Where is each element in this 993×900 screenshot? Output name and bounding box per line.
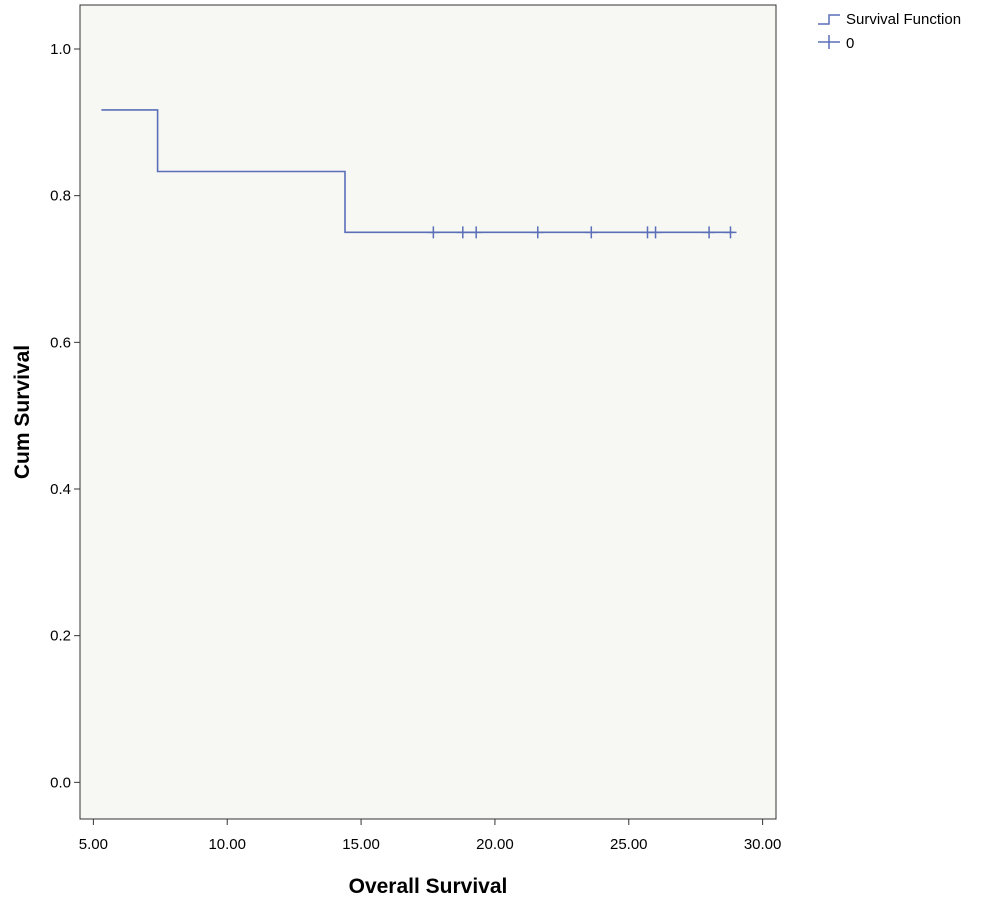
y-tick-label: 0.8	[50, 188, 71, 205]
y-tick-label: 0.0	[50, 774, 71, 791]
legend-plus-icon	[818, 35, 840, 49]
censor-mark	[649, 226, 662, 239]
series-layer	[101, 109, 734, 234]
legend-label-censored: 0	[846, 35, 854, 52]
censor-mark	[470, 226, 483, 239]
x-tick-label: 5.00	[79, 836, 108, 853]
x-axis: 5.00 10.00 15.00 20.00 25.00 30.00	[79, 819, 782, 853]
y-tick-label: 0.2	[50, 628, 71, 645]
censor-mark	[703, 226, 716, 239]
x-tick-label: 30.00	[744, 836, 782, 853]
censor-marks	[427, 226, 737, 239]
censor-mark	[427, 226, 440, 239]
censor-mark	[456, 226, 469, 239]
survival-step-line	[101, 109, 734, 234]
x-tick-label: 20.00	[476, 836, 514, 853]
y-axis: 0.0 0.2 0.4 0.6 0.8 1.0	[50, 41, 80, 791]
y-tick-label: 1.0	[50, 41, 71, 58]
x-tick-label: 15.00	[342, 836, 380, 853]
y-axis-title: Cum Survival	[11, 345, 34, 479]
legend: Survival Function 0	[818, 11, 961, 52]
legend-label-survival-function: Survival Function	[846, 11, 961, 28]
legend-item-censored: 0	[818, 35, 854, 52]
censor-mark	[724, 226, 737, 239]
x-tick-label: 25.00	[610, 836, 648, 853]
plot-area	[79, 4, 777, 820]
x-axis-title: Overall Survival	[349, 875, 508, 898]
x-tick-label: 10.00	[208, 836, 246, 853]
y-tick-label: 0.6	[50, 334, 71, 351]
legend-item-survival-function: Survival Function	[818, 11, 961, 28]
censor-mark	[531, 226, 544, 239]
censor-mark	[585, 226, 598, 239]
legend-step-icon	[818, 14, 840, 25]
y-tick-label: 0.4	[50, 481, 71, 498]
